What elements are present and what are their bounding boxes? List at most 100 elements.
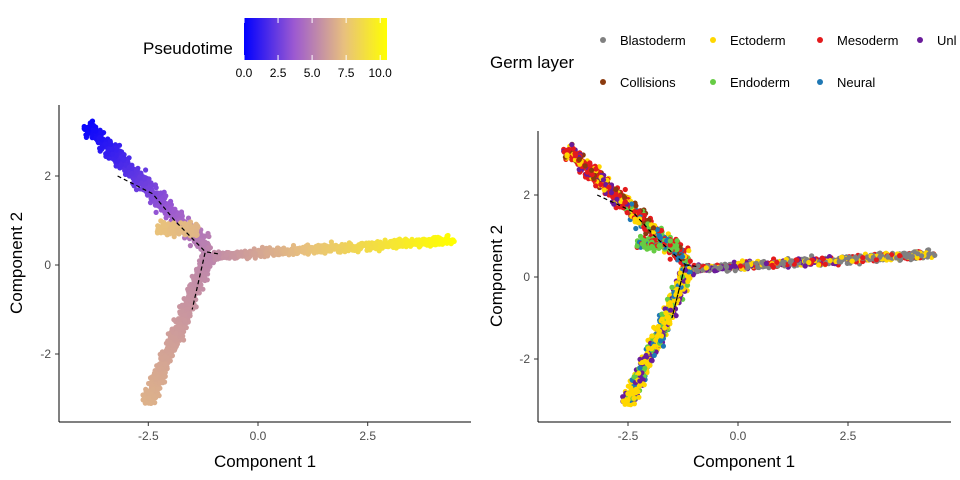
data-point [113, 163, 119, 169]
data-point [86, 124, 92, 130]
legend-label: Unl [937, 33, 957, 48]
data-point [873, 257, 880, 263]
data-point [659, 311, 665, 317]
data-point [181, 337, 187, 343]
data-point [451, 238, 457, 244]
data-point [163, 215, 169, 221]
data-point [589, 171, 595, 178]
data-point [647, 362, 653, 368]
data-point [673, 242, 680, 248]
data-point [300, 248, 306, 254]
data-point [417, 243, 423, 249]
x-tick-label: -2.5 [138, 429, 159, 443]
data-point [404, 240, 411, 246]
data-point [416, 239, 422, 245]
data-point [188, 293, 194, 299]
data-point [668, 302, 674, 309]
data-point [919, 253, 925, 259]
data-point [133, 187, 140, 193]
data-point [434, 241, 440, 247]
data-point [166, 200, 172, 206]
data-point [438, 239, 444, 245]
y-tick-label: 0 [44, 258, 51, 272]
data-point [154, 229, 160, 235]
data-point [667, 242, 673, 248]
data-point [194, 228, 200, 234]
right-panel: Germ layer Blastoderm Ectoderm Mesoderm Unl… [487, 33, 957, 471]
data-point [635, 388, 641, 395]
data-point [631, 401, 638, 407]
data-point [137, 174, 143, 180]
data-point [187, 243, 193, 249]
data-point [633, 203, 639, 209]
data-point [182, 297, 188, 303]
left-axis-ticks: -2.5 0.0 2.5-202 [40, 169, 376, 443]
data-point [788, 258, 794, 264]
data-point [197, 258, 203, 264]
left-panel: Pseudotime 0.0 2.5 5.0 7.5 10.0 -2.5 0.0 2.5-2… [7, 18, 471, 471]
data-point [183, 301, 189, 307]
data-point [179, 211, 185, 218]
data-point [703, 265, 709, 271]
data-point [326, 246, 332, 252]
data-point [252, 250, 258, 256]
data-point [860, 255, 866, 261]
data-point [379, 241, 386, 247]
data-point [423, 238, 429, 244]
data-point [151, 394, 157, 400]
data-point [686, 248, 692, 254]
data-point [816, 262, 822, 268]
data-point [167, 358, 173, 364]
data-point [643, 352, 649, 359]
data-point [614, 196, 620, 202]
data-point [265, 251, 271, 257]
data-point [156, 203, 162, 209]
data-point [716, 265, 722, 271]
data-point [656, 331, 662, 337]
data-point [839, 254, 845, 260]
data-point [109, 146, 115, 152]
data-point [182, 317, 188, 323]
data-point [593, 166, 599, 172]
data-point [667, 256, 673, 262]
data-point [103, 141, 109, 147]
right-axis-ticks: -2.5 0.0 2.5-202 [519, 188, 856, 443]
right-points [561, 141, 938, 408]
data-point [582, 163, 588, 169]
data-point [200, 240, 206, 246]
x-tick-label: 0.0 [250, 429, 267, 443]
data-point [613, 186, 619, 192]
data-point [827, 258, 833, 264]
trajectory-line [596, 194, 699, 319]
pseudotime-legend-title: Pseudotime [143, 39, 233, 58]
data-point [169, 326, 175, 332]
data-point [172, 337, 178, 343]
pseudotime-colorbar [244, 18, 387, 60]
data-point [791, 261, 797, 267]
data-point [667, 238, 673, 244]
data-point [194, 223, 200, 229]
data-point [358, 240, 364, 247]
data-point [636, 220, 642, 226]
legend-label: Collisions [620, 75, 676, 90]
data-point [712, 268, 718, 274]
data-point [897, 253, 903, 259]
data-point [780, 261, 786, 267]
data-point [864, 254, 870, 260]
data-point [628, 385, 634, 391]
legend-swatch [600, 37, 606, 43]
data-point [97, 145, 103, 151]
data-point [259, 244, 265, 250]
data-point [275, 251, 281, 258]
data-point [200, 262, 206, 268]
data-point [636, 394, 642, 400]
data-point [138, 180, 144, 186]
colorbar-tick-label: 7.5 [338, 66, 355, 80]
data-point [642, 358, 648, 364]
data-point [598, 181, 604, 188]
colorbar-tick-label: 2.5 [270, 66, 287, 80]
legend-swatch [917, 37, 923, 43]
data-point [161, 228, 167, 234]
